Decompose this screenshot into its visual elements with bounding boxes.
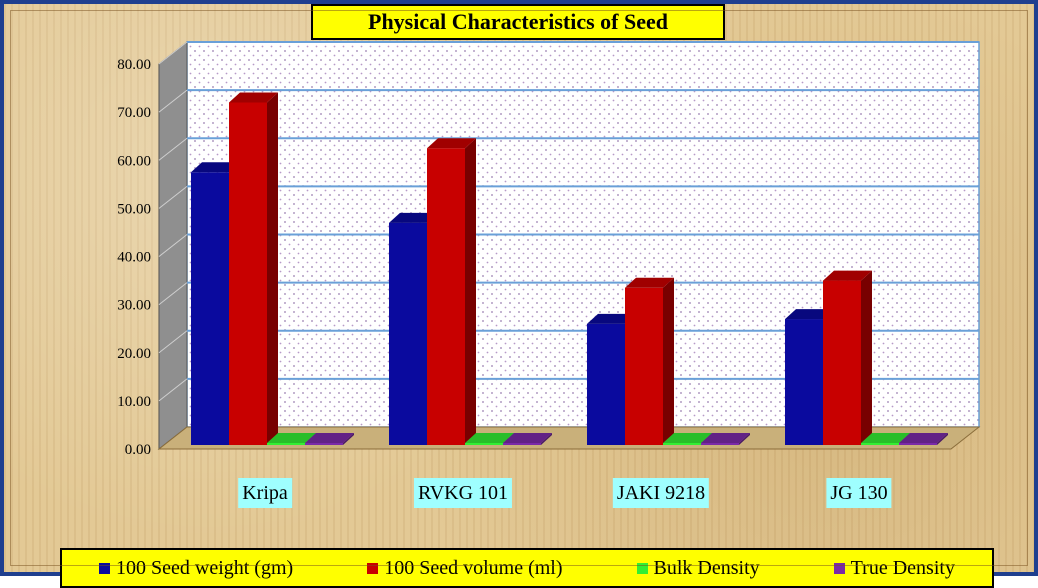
gridline-side <box>158 378 188 402</box>
bar-top <box>191 162 240 173</box>
bar-front <box>427 148 465 445</box>
bar-side <box>861 270 872 445</box>
bar-front <box>305 443 343 445</box>
gridline-side <box>158 89 188 113</box>
legend-swatch <box>99 562 110 574</box>
bar-front <box>663 443 701 445</box>
chart-legend: 100 Seed weight (gm) 100 Seed volume (ml)… <box>60 548 994 588</box>
x-tick-label: JG 130 <box>826 478 892 508</box>
y-tick-label: 10.00 <box>117 394 151 410</box>
bar-top <box>267 433 316 443</box>
legend-item: True Density <box>833 556 955 580</box>
x-tick-label: Kripa <box>238 478 292 508</box>
bar-front <box>389 222 427 445</box>
chart-title: Physical Characteristics of Seed <box>311 4 725 40</box>
bar-side <box>267 92 278 445</box>
legend-item: Bulk Density <box>636 556 760 580</box>
bar-top <box>389 212 438 223</box>
bar-top <box>701 433 750 443</box>
legend-item: 100 Seed volume (ml) <box>367 556 563 580</box>
bar-top <box>861 433 910 443</box>
y-tick-label: 70.00 <box>117 105 151 121</box>
bar-top <box>899 433 948 443</box>
bar-top <box>503 433 552 443</box>
y-tick-label: 80.00 <box>117 57 151 73</box>
y-tick-label: 50.00 <box>117 201 151 217</box>
bar-top <box>823 270 872 281</box>
bar-top <box>229 92 278 103</box>
bar-top <box>785 309 834 320</box>
gridline-side <box>158 137 188 161</box>
bar-top <box>465 433 514 443</box>
plot-floor <box>157 426 981 450</box>
bar-side <box>343 433 354 445</box>
gridline-side <box>158 185 188 209</box>
bar-side <box>541 433 552 445</box>
x-tick-label: RVKG 101 <box>413 478 513 508</box>
gridline-side <box>158 234 188 257</box>
legend-label: Bulk Density <box>653 556 760 579</box>
bar-front <box>587 323 625 445</box>
bar-side <box>739 433 750 445</box>
chart-plot: 0.00 10.00 20.00 30.00 40.00 50.00 60.00 70.00 8… <box>117 40 981 458</box>
bar-front <box>191 172 229 445</box>
bar-front <box>503 443 541 445</box>
legend-label: 100 Seed volume (ml) <box>384 556 563 579</box>
y-tick-label: 60.00 <box>117 153 151 169</box>
gridline-side <box>158 41 188 65</box>
bar-front <box>465 443 503 445</box>
bar-side <box>937 433 948 445</box>
bar-front <box>899 443 937 445</box>
legend-item: 100 Seed weight (gm) <box>99 557 293 580</box>
y-tick-label: 20.00 <box>117 346 151 362</box>
bar-front <box>701 443 739 445</box>
gridline-side <box>158 330 188 354</box>
gridline-side <box>158 282 188 306</box>
bar-side <box>465 138 476 445</box>
bar-top <box>305 433 354 443</box>
bar-front <box>625 287 663 445</box>
bar-top <box>663 433 712 443</box>
x-tick-label: JAKI 9218 <box>612 478 710 508</box>
legend-label: 100 Seed weight (gm) <box>116 556 294 579</box>
bar-front <box>823 280 861 445</box>
bar-top <box>625 277 674 288</box>
bar-top <box>587 313 636 324</box>
bar-front <box>785 319 823 445</box>
legend-swatch <box>367 562 379 574</box>
legend-label: True Density <box>850 556 955 579</box>
y-tick-label: 0.00 <box>125 442 151 458</box>
bar-front <box>229 102 267 445</box>
legend-swatch <box>636 562 648 574</box>
y-tick-label: 30.00 <box>117 298 151 314</box>
y-tick-label: 40.00 <box>117 250 151 266</box>
bar-side <box>663 277 674 445</box>
legend-swatch <box>833 562 845 574</box>
bar-front <box>861 443 899 445</box>
bar-front <box>267 443 305 445</box>
bar-top <box>427 138 476 149</box>
